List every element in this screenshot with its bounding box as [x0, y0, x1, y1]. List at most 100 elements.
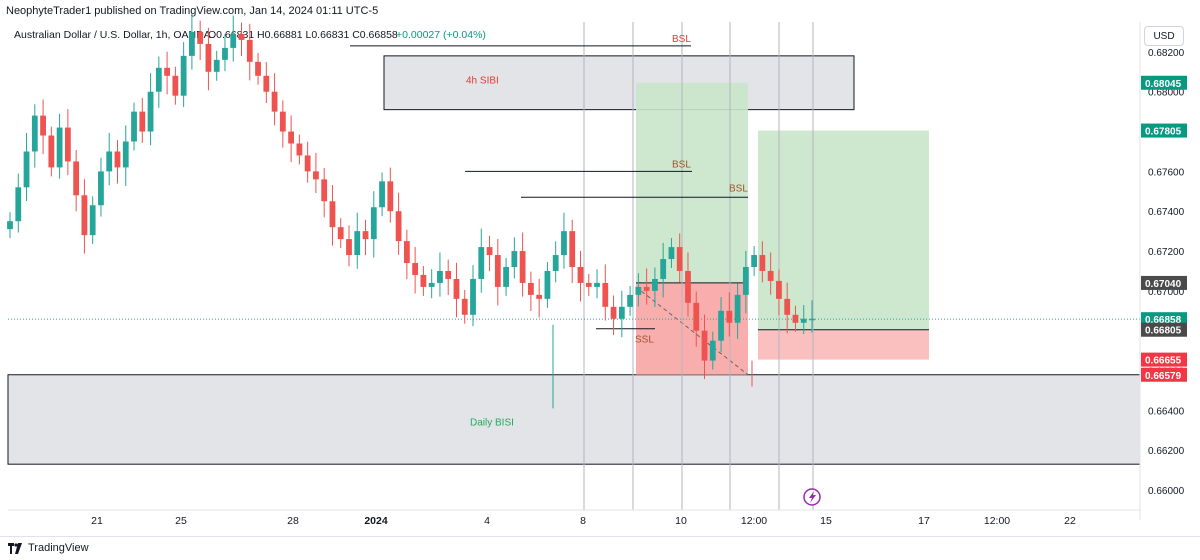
- currency-button[interactable]: USD: [1144, 26, 1184, 46]
- candle-body: [139, 111, 146, 132]
- candle-body: [313, 171, 319, 180]
- candle-body: [155, 67, 162, 92]
- price-label-tag: [1141, 312, 1187, 327]
- candle-body: [420, 274, 427, 287]
- lightning-icon: [809, 491, 816, 503]
- candle-body: [693, 302, 700, 331]
- candle-body: [81, 195, 88, 236]
- bsl-label: BSL: [672, 34, 691, 45]
- candle-body: [718, 310, 724, 341]
- candle-body: [618, 306, 625, 319]
- x-tick-label: 12:00: [984, 515, 1010, 527]
- candle-body: [189, 31, 195, 56]
- candle-body: [494, 255, 501, 287]
- price-label-text: 0.67805: [1145, 127, 1182, 138]
- candle-body: [263, 75, 270, 92]
- candle-body: [792, 314, 799, 323]
- candle-body: [652, 278, 658, 291]
- bsl-label: BSL: [729, 183, 748, 194]
- candle-body: [246, 39, 253, 62]
- candle-body: [594, 282, 600, 287]
- candle-body: [676, 247, 683, 271]
- candle-body: [23, 151, 30, 188]
- long-target-zone-1: [636, 82, 748, 283]
- candle-body: [362, 231, 369, 240]
- candle-body: [122, 141, 129, 168]
- candle-body: [222, 47, 228, 60]
- tradingview-logo-icon: [8, 543, 22, 554]
- price-label-text: 0.67040: [1145, 279, 1182, 290]
- candle-body: [64, 127, 71, 162]
- x-tick-label: 15: [820, 515, 832, 527]
- candle-body: [503, 266, 509, 287]
- sibi-label: 4h SIBI: [466, 76, 499, 87]
- candle-body: [379, 181, 385, 208]
- candle-body: [403, 241, 410, 264]
- candle-body: [544, 270, 551, 299]
- x-tick-label: 28: [287, 515, 299, 527]
- candle-body: [809, 318, 815, 321]
- x-tick-label: 12:00: [741, 515, 767, 527]
- x-tick-label: 2024: [364, 515, 388, 527]
- y-tick-label: 0.68000: [1148, 88, 1185, 99]
- symbol-title: Australian Dollar / U.S. Dollar, 1h, OAN…: [14, 29, 211, 41]
- candle-body: [437, 270, 443, 283]
- y-tick-label: 0.67600: [1148, 167, 1185, 178]
- candle-body: [660, 259, 667, 279]
- y-tick-label: 0.67400: [1148, 207, 1185, 218]
- candle-body: [635, 286, 642, 295]
- candle-body: [329, 201, 336, 228]
- candle-body: [602, 282, 609, 307]
- x-tick-label: 25: [175, 515, 187, 527]
- long-target-zone-2: [758, 130, 929, 330]
- candle-body: [486, 247, 493, 256]
- price-chart[interactable]: Australian Dollar / U.S. Dollar, 1h, OAN…: [0, 0, 1200, 536]
- candle-body: [288, 131, 295, 144]
- candle-body: [255, 61, 261, 76]
- bsl-label: BSL: [672, 159, 691, 170]
- candle-body: [197, 31, 204, 44]
- candle-body: [213, 59, 220, 72]
- y-tick-label: 0.68200: [1148, 48, 1185, 59]
- y-tick-label: 0.67200: [1148, 247, 1185, 258]
- candle-body: [759, 255, 766, 271]
- candle-body: [147, 91, 154, 132]
- price-label-text: 0.66579: [1145, 371, 1182, 382]
- candle-body: [478, 247, 485, 279]
- price-label-text: 0.66655: [1145, 356, 1182, 367]
- candle-body: [527, 282, 534, 295]
- candle-body: [230, 33, 237, 48]
- candle-body: [643, 286, 650, 291]
- candle-body: [800, 318, 807, 323]
- y-tick-label: 0.66200: [1148, 446, 1185, 457]
- candle-body: [428, 282, 435, 287]
- bisi-label: Daily BISI: [470, 417, 514, 428]
- price-label-tag: [1141, 367, 1187, 382]
- candle-body: [98, 171, 104, 206]
- candle-body: [180, 55, 187, 96]
- x-tick-label: 4: [484, 515, 490, 527]
- candle-body: [354, 231, 361, 256]
- candle-body: [577, 266, 584, 283]
- candle-body: [445, 270, 452, 279]
- candle-body: [395, 211, 402, 242]
- change-readout: +0.00027 (+0.04%): [396, 29, 486, 41]
- candle-body: [668, 247, 675, 260]
- bisi-zone: [7, 374, 1141, 465]
- price-label-tag: [1141, 352, 1187, 367]
- candle-body: [751, 255, 758, 267]
- candle-body: [31, 115, 38, 152]
- candle-body: [561, 231, 567, 256]
- x-tick-label: 21: [91, 515, 103, 527]
- candle-body: [519, 251, 526, 283]
- price-label-text: 0.68045: [1145, 79, 1182, 90]
- candle-body: [164, 67, 170, 76]
- candle-body: [48, 135, 55, 168]
- candle-body: [552, 255, 559, 271]
- candle-body: [131, 111, 137, 142]
- candle-body: [709, 340, 716, 361]
- candle-body: [742, 266, 749, 295]
- candle-body: [238, 33, 245, 40]
- candle-body: [776, 280, 782, 299]
- candle-body: [569, 231, 576, 267]
